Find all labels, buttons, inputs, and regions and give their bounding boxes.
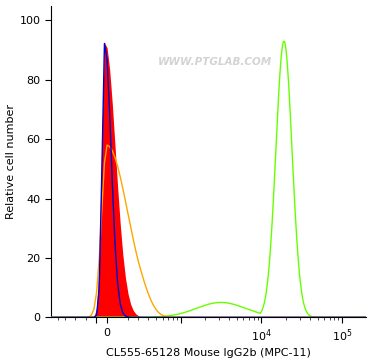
X-axis label: CL555-65128 Mouse IgG2b (MPC-11): CL555-65128 Mouse IgG2b (MPC-11) (106, 348, 311, 359)
Y-axis label: Relative cell number: Relative cell number (6, 104, 16, 219)
Text: WWW.PTGLAB.COM: WWW.PTGLAB.COM (158, 57, 272, 67)
